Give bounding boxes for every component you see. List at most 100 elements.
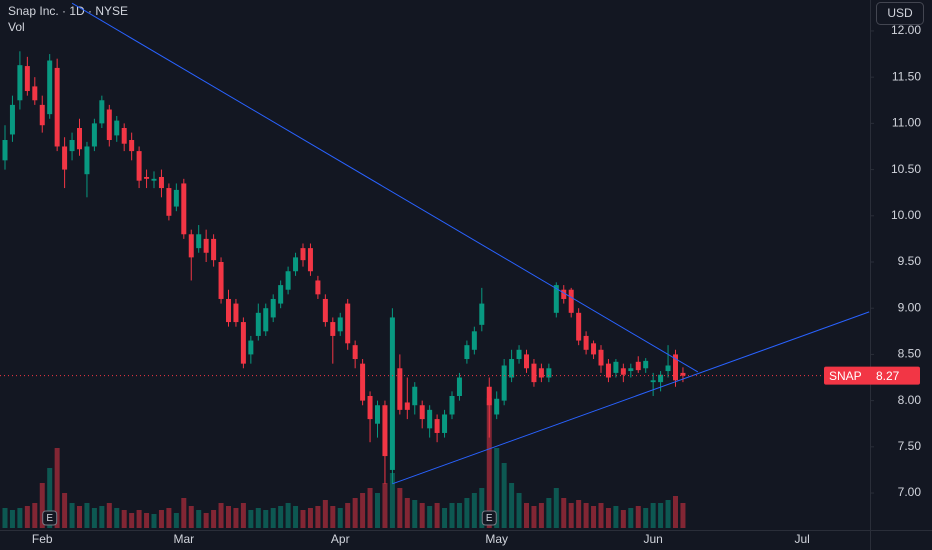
volume-bar <box>382 483 388 528</box>
volume-bar <box>181 498 187 528</box>
trend-line <box>71 2 699 373</box>
volume-bar <box>240 503 246 528</box>
y-tick-label: 10.50 <box>891 162 921 176</box>
candle-body <box>248 340 254 355</box>
volume-bar <box>397 488 403 528</box>
volume-bar <box>650 503 656 528</box>
currency-label[interactable]: USD <box>887 6 913 20</box>
trend-line <box>392 311 870 485</box>
candle-body <box>293 257 299 272</box>
volume-bar <box>69 503 75 528</box>
volume-bar <box>598 503 604 528</box>
volume-bar <box>509 483 515 528</box>
volume-bar <box>315 506 321 528</box>
candle-body <box>84 146 90 175</box>
candle-body <box>300 248 306 261</box>
candle-body <box>576 312 582 341</box>
candle-body <box>255 312 261 336</box>
volume-bar <box>307 508 313 528</box>
candle-body <box>17 65 23 101</box>
event-label: E <box>46 513 53 524</box>
volume-bar <box>576 500 582 528</box>
candle-body <box>188 234 194 258</box>
candle-body <box>479 303 485 325</box>
volume-bar <box>531 506 537 528</box>
volume-bar <box>196 510 202 528</box>
candle-body <box>404 402 410 410</box>
x-tick-label: Mar <box>173 532 194 546</box>
volume-bar <box>151 514 157 528</box>
candle-body <box>382 405 388 457</box>
volume-bar <box>218 503 224 528</box>
volume-bar <box>658 503 664 528</box>
last-price-box <box>824 366 920 385</box>
volume-bar <box>158 510 164 528</box>
candle-body <box>389 317 395 470</box>
candle-body <box>181 183 187 235</box>
volume-bar <box>538 503 544 528</box>
volume-bar <box>278 506 284 528</box>
candle-body <box>658 374 664 383</box>
y-tick-label: 9.50 <box>898 254 922 268</box>
candle-body <box>375 405 380 424</box>
volume-bar <box>404 498 410 528</box>
x-tick-label: Jun <box>643 532 662 546</box>
candle-body <box>367 395 373 420</box>
volume-bar <box>635 506 641 528</box>
volume-bar <box>255 508 261 528</box>
candle-body <box>211 238 217 261</box>
candle-body <box>486 386 492 406</box>
candle-body <box>226 298 231 323</box>
volume-bar <box>479 488 485 528</box>
volume-bar <box>188 506 194 528</box>
candle-body <box>196 234 202 249</box>
volume-bar <box>427 506 433 528</box>
volume-bar <box>389 473 395 528</box>
volume-bar <box>248 510 254 528</box>
x-tick-label: Apr <box>331 532 350 546</box>
y-tick-label: 12.00 <box>891 23 921 37</box>
volume-bar <box>211 510 217 528</box>
volume-bar <box>136 510 142 528</box>
volume-bar <box>449 503 455 528</box>
candle-body <box>278 285 284 304</box>
candle-body <box>270 298 276 318</box>
candle-body <box>360 363 366 401</box>
x-tick-label: Feb <box>32 532 53 546</box>
candle-body <box>114 120 120 136</box>
volume-bar <box>375 493 380 528</box>
y-tick-label: 10.00 <box>891 208 921 222</box>
candle-body <box>330 322 336 336</box>
volume-bar <box>24 506 30 528</box>
volume-bar <box>583 503 589 528</box>
candle-body <box>501 365 507 401</box>
candle-body <box>591 343 597 355</box>
candle-body <box>561 289 567 299</box>
y-tick-label: 9.00 <box>898 300 922 314</box>
volume-bar <box>99 506 105 528</box>
volume-bar <box>47 468 53 528</box>
candle-body <box>54 67 60 147</box>
volume-bar <box>166 508 172 528</box>
volume-bar <box>263 510 269 528</box>
volume-bar <box>54 448 60 528</box>
candle-body <box>315 280 321 295</box>
candle-body <box>583 335 589 350</box>
volume-bar <box>680 503 686 528</box>
candle-body <box>412 386 418 406</box>
candle-body <box>650 380 656 383</box>
volume-bar <box>605 508 611 528</box>
volume-bar <box>84 503 90 528</box>
x-tick-label: May <box>485 532 508 546</box>
currency-button[interactable] <box>876 2 924 25</box>
candle-body <box>106 109 112 141</box>
volume-bar <box>628 508 634 528</box>
candle-body <box>99 100 105 124</box>
y-tick-label: 11.00 <box>892 116 921 130</box>
volume-bar <box>486 398 492 528</box>
candle-body <box>613 361 619 373</box>
candle-body <box>121 127 127 144</box>
volume-bar <box>553 488 559 528</box>
candle-body <box>419 405 425 420</box>
